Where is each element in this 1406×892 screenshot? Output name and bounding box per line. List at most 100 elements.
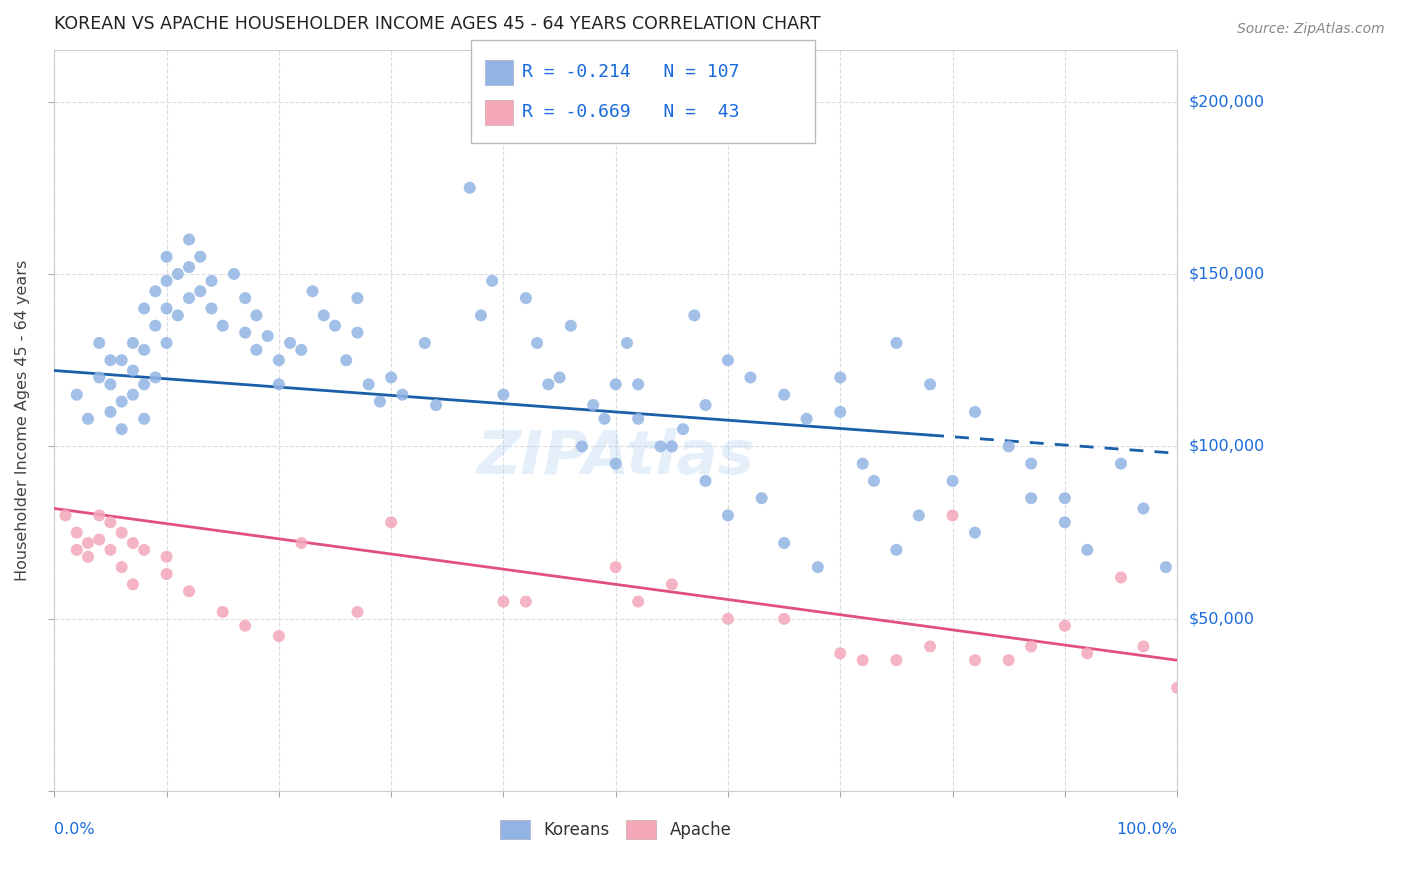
Point bbox=[233, 619, 256, 633]
Point bbox=[166, 267, 188, 281]
Point bbox=[908, 508, 931, 523]
Point bbox=[346, 326, 368, 340]
Point bbox=[627, 377, 650, 392]
Point bbox=[380, 516, 402, 530]
Point bbox=[616, 335, 638, 350]
Point bbox=[111, 525, 134, 540]
Point bbox=[211, 605, 233, 619]
Point bbox=[852, 457, 875, 471]
Text: 100.0%: 100.0% bbox=[1116, 822, 1177, 837]
Point bbox=[233, 291, 256, 305]
Point bbox=[177, 233, 200, 247]
Point bbox=[695, 398, 717, 412]
Point bbox=[627, 594, 650, 608]
Point bbox=[134, 377, 156, 392]
Point bbox=[346, 605, 368, 619]
Point bbox=[134, 301, 156, 316]
Text: $50,000: $50,000 bbox=[1188, 611, 1254, 626]
Point bbox=[301, 284, 323, 298]
Point bbox=[537, 377, 560, 392]
Point bbox=[66, 525, 89, 540]
Point bbox=[89, 370, 111, 384]
Point bbox=[290, 536, 312, 550]
Point bbox=[717, 353, 740, 368]
Point bbox=[166, 309, 188, 323]
Point bbox=[773, 612, 796, 626]
Y-axis label: Householder Income Ages 45 - 64 years: Householder Income Ages 45 - 64 years bbox=[15, 260, 30, 582]
Point bbox=[134, 542, 156, 557]
Point bbox=[77, 536, 100, 550]
Point bbox=[627, 412, 650, 426]
Point bbox=[751, 491, 773, 505]
Point bbox=[920, 640, 942, 654]
Point bbox=[997, 439, 1019, 453]
Point bbox=[200, 301, 222, 316]
Point bbox=[323, 318, 346, 333]
Point bbox=[100, 542, 122, 557]
Point bbox=[672, 422, 695, 436]
Point bbox=[941, 474, 963, 488]
Point bbox=[111, 560, 134, 574]
Point bbox=[481, 274, 503, 288]
Point bbox=[963, 653, 986, 667]
Point bbox=[1053, 516, 1076, 530]
Point bbox=[470, 309, 492, 323]
Point bbox=[66, 387, 89, 401]
Point bbox=[605, 457, 627, 471]
Point bbox=[233, 326, 256, 340]
Text: ZIPAtlas: ZIPAtlas bbox=[477, 428, 755, 487]
Point bbox=[245, 343, 267, 357]
Point bbox=[143, 284, 166, 298]
Point bbox=[111, 353, 134, 368]
Point bbox=[100, 405, 122, 419]
Text: $200,000: $200,000 bbox=[1188, 94, 1264, 109]
Text: $150,000: $150,000 bbox=[1188, 267, 1264, 282]
Point bbox=[830, 646, 852, 660]
Point bbox=[122, 363, 145, 377]
Text: KOREAN VS APACHE HOUSEHOLDER INCOME AGES 45 - 64 YEARS CORRELATION CHART: KOREAN VS APACHE HOUSEHOLDER INCOME AGES… bbox=[55, 15, 821, 33]
Point bbox=[773, 536, 796, 550]
Point bbox=[143, 318, 166, 333]
Point bbox=[89, 508, 111, 523]
Point bbox=[100, 377, 122, 392]
Point bbox=[963, 405, 986, 419]
Point bbox=[155, 250, 177, 264]
Point bbox=[492, 594, 515, 608]
Point bbox=[100, 353, 122, 368]
Point bbox=[111, 394, 134, 409]
Point bbox=[66, 542, 89, 557]
Point bbox=[863, 474, 886, 488]
Point bbox=[1166, 681, 1188, 695]
Point bbox=[177, 260, 200, 274]
Point bbox=[55, 508, 77, 523]
Point bbox=[134, 412, 156, 426]
Point bbox=[515, 291, 537, 305]
Point bbox=[346, 291, 368, 305]
Point bbox=[740, 370, 762, 384]
Point bbox=[188, 250, 211, 264]
Point bbox=[100, 516, 122, 530]
Point bbox=[143, 370, 166, 384]
Point bbox=[997, 653, 1019, 667]
Point bbox=[111, 422, 134, 436]
Point bbox=[188, 284, 211, 298]
Point bbox=[222, 267, 245, 281]
Point bbox=[89, 533, 111, 547]
Point bbox=[830, 370, 852, 384]
Point bbox=[1109, 570, 1132, 584]
Point bbox=[661, 577, 683, 591]
Point bbox=[695, 474, 717, 488]
Point bbox=[963, 525, 986, 540]
Point bbox=[122, 387, 145, 401]
Point bbox=[886, 335, 908, 350]
Point bbox=[560, 318, 582, 333]
Point bbox=[582, 398, 605, 412]
Point bbox=[886, 542, 908, 557]
Point bbox=[886, 653, 908, 667]
Point bbox=[425, 398, 447, 412]
Point bbox=[122, 536, 145, 550]
Point bbox=[177, 584, 200, 599]
Point bbox=[1019, 491, 1042, 505]
Point bbox=[941, 508, 963, 523]
Point bbox=[357, 377, 380, 392]
